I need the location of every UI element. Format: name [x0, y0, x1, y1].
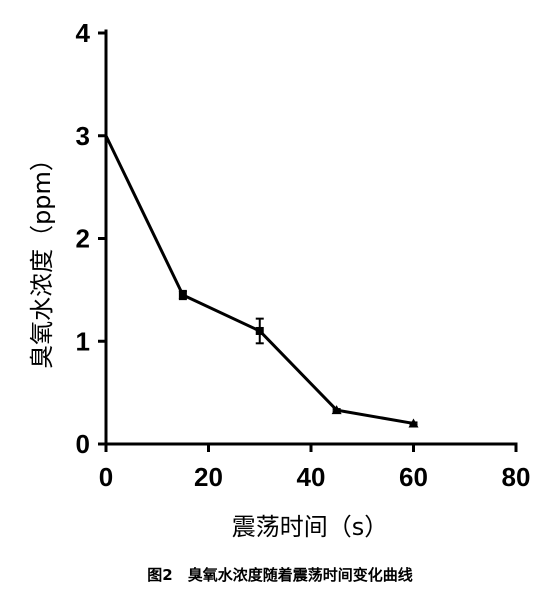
y-tick-label-3: 3 [76, 121, 90, 151]
x-tick-label-4: 80 [502, 462, 531, 492]
x-axis-title: 震荡时间（s） [232, 513, 389, 541]
figure-caption: 图2 臭氧水浓度随着震荡时间变化曲线 [147, 566, 412, 584]
y-tick-label-4: 4 [76, 18, 91, 48]
x-tick-label-0: 0 [99, 462, 113, 492]
data-point-3 [331, 405, 342, 415]
data-point-4 [408, 418, 419, 428]
series-line [104, 135, 414, 425]
data-point-2 [255, 326, 264, 335]
x-tick-label-3: 60 [399, 462, 428, 492]
x-tick-label-1: 20 [194, 462, 223, 492]
y-tick-label-0: 0 [76, 429, 90, 459]
x-tick-label-2: 40 [297, 462, 326, 492]
y-tick-label-2: 2 [76, 224, 90, 254]
y-axis-title: 臭氧水浓度（ppm） [28, 147, 56, 369]
data-point-1 [178, 291, 187, 300]
data-point-0 [104, 134, 108, 138]
series-layer [104, 134, 419, 428]
y-tick-label-1: 1 [76, 326, 90, 356]
